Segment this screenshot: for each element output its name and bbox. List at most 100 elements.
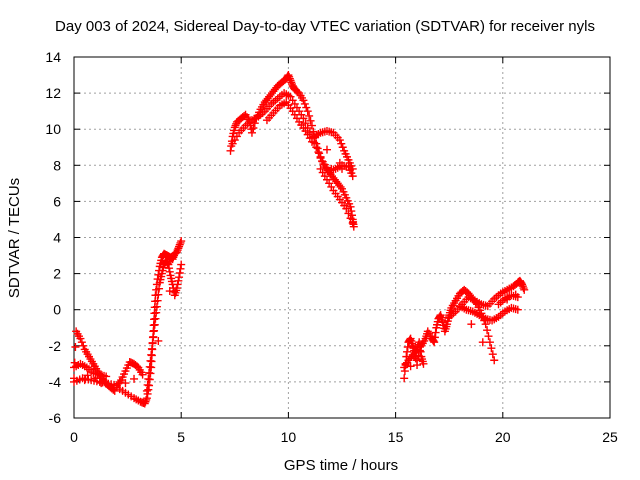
data-point (406, 362, 415, 371)
data-point (175, 242, 184, 251)
data-point (144, 385, 153, 394)
data-point (154, 290, 163, 299)
data-point (153, 296, 162, 305)
data-point (400, 374, 409, 383)
data-point (165, 267, 174, 276)
data-point (467, 320, 476, 329)
data-point (230, 123, 239, 132)
data-point (349, 222, 358, 231)
data-point (513, 293, 522, 302)
data-point (346, 202, 355, 211)
y-tick-label: -4 (49, 374, 62, 390)
x-tick-label: 15 (388, 429, 404, 445)
data-point (430, 333, 439, 342)
y-tick-label: 8 (53, 157, 61, 173)
data-point (313, 144, 322, 153)
data-point (431, 328, 440, 337)
data-point (303, 107, 312, 116)
data-point (77, 338, 86, 347)
data-point (287, 78, 296, 87)
data-point (142, 395, 151, 404)
data-point (150, 320, 159, 329)
data-point (306, 116, 315, 125)
data-point (145, 368, 154, 377)
data-point (348, 219, 357, 228)
data-point (176, 264, 185, 273)
series-segment-3 (400, 276, 529, 383)
data-point (144, 374, 153, 383)
y-tick-label: -2 (49, 338, 62, 354)
data-point (143, 380, 152, 389)
data-point (299, 96, 308, 105)
data-point (176, 238, 185, 247)
data-point (342, 204, 351, 213)
x-tick-label: 25 (602, 429, 618, 445)
data-point (173, 246, 182, 255)
series-segment-2 (226, 71, 358, 231)
data-point (403, 343, 412, 352)
data-point (485, 338, 494, 347)
data-point (163, 259, 172, 268)
data-point (400, 367, 409, 376)
data-point (71, 343, 80, 352)
y-tick-label: 6 (53, 193, 61, 209)
data-point (173, 280, 182, 289)
data-point (415, 346, 424, 355)
data-marks (70, 71, 529, 408)
data-point (150, 326, 159, 335)
data-point (513, 305, 522, 314)
chart-title: Day 003 of 2024, Sidereal Day-to-day VTE… (55, 18, 595, 35)
data-point (142, 394, 151, 403)
data-point (285, 74, 294, 83)
data-point (146, 356, 155, 365)
data-point (231, 121, 240, 130)
data-point (172, 247, 181, 256)
data-point (152, 302, 161, 311)
data-point (121, 379, 130, 388)
data-point (316, 152, 325, 161)
data-point (115, 377, 124, 386)
data-point (430, 338, 439, 347)
data-point (76, 334, 85, 343)
data-point (148, 338, 157, 347)
data-point (177, 237, 186, 246)
data-point (286, 76, 295, 85)
y-tick-label: -6 (49, 410, 62, 426)
data-point (312, 143, 321, 152)
x-tick-label: 5 (177, 429, 185, 445)
data-point (172, 284, 181, 293)
data-point (302, 103, 311, 112)
data-point (164, 260, 173, 269)
y-tick-label: 10 (45, 121, 61, 137)
data-point (478, 338, 487, 347)
data-point (79, 341, 88, 350)
data-point (305, 111, 314, 120)
data-point (300, 99, 309, 108)
data-point (168, 255, 177, 264)
data-point (337, 139, 346, 148)
series-segment-1 (70, 237, 186, 408)
data-point (490, 356, 499, 365)
data-point (154, 336, 163, 345)
data-point (315, 149, 324, 158)
data-point (518, 282, 527, 291)
data-point (174, 244, 183, 253)
data-point (130, 374, 139, 383)
x-tick-label: 0 (70, 429, 78, 445)
data-point (165, 264, 174, 273)
data-point (414, 351, 423, 360)
grid (74, 57, 610, 418)
data-point (487, 344, 496, 353)
data-point (348, 172, 357, 181)
data-point (147, 350, 156, 359)
y-tick-label: 2 (53, 266, 61, 282)
data-point (140, 399, 149, 408)
data-point (175, 268, 184, 277)
data-point (175, 240, 184, 249)
data-point (152, 308, 161, 317)
data-point (519, 284, 528, 293)
data-point (429, 336, 438, 345)
data-point (301, 119, 310, 128)
data-point (145, 362, 154, 371)
